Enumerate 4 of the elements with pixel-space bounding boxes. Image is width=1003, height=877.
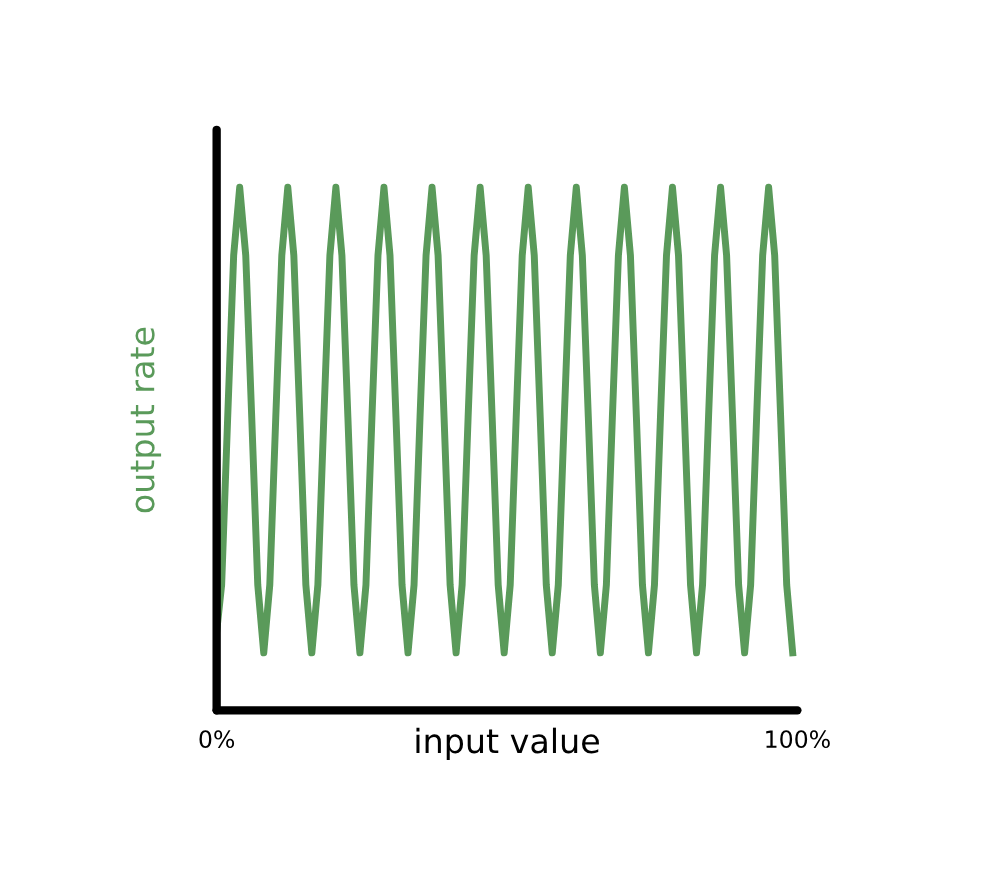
y-axis-title: output rate — [130, 327, 162, 513]
x-axis-title: input value — [416, 727, 599, 760]
x-tick-label: 100% — [766, 730, 830, 749]
x-tick-label: 0% — [199, 730, 235, 749]
